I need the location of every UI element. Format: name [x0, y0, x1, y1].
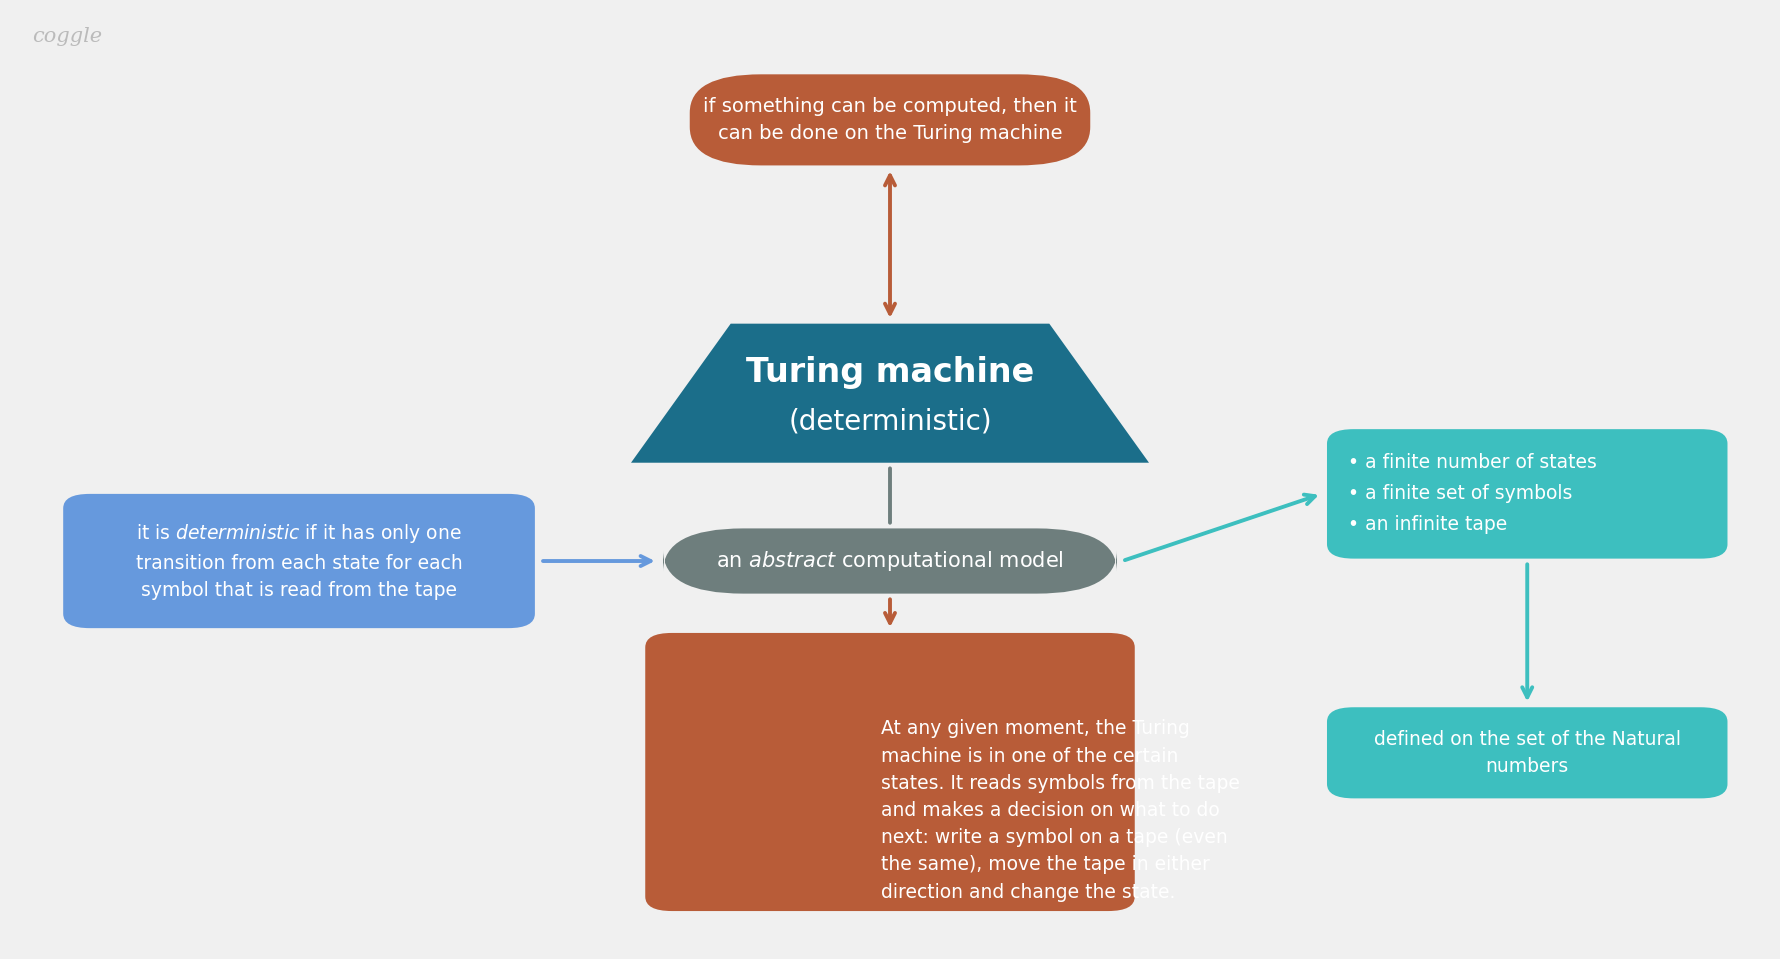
- Text: coggle: coggle: [32, 27, 103, 46]
- Text: if something can be computed, then it
can be done on the Turing machine: if something can be computed, then it ca…: [703, 97, 1077, 143]
- FancyBboxPatch shape: [1326, 708, 1727, 798]
- FancyBboxPatch shape: [64, 494, 536, 628]
- Text: At any given moment, the Turing
machine is in one of the certain
states. It read: At any given moment, the Turing machine …: [881, 719, 1241, 901]
- Text: (deterministic): (deterministic): [789, 408, 991, 436]
- FancyBboxPatch shape: [662, 528, 1118, 594]
- FancyBboxPatch shape: [646, 633, 1136, 911]
- Text: defined on the set of the Natural
numbers: defined on the set of the Natural number…: [1374, 730, 1680, 776]
- Text: Turing machine: Turing machine: [746, 356, 1034, 388]
- Text: an $\it{abstract}$ computational model: an $\it{abstract}$ computational model: [716, 549, 1064, 573]
- FancyBboxPatch shape: [1326, 430, 1727, 558]
- Polygon shape: [632, 324, 1150, 463]
- Text: it is $\it{deterministic}$ if it has only one
transition from each state for eac: it is $\it{deterministic}$ if it has onl…: [135, 523, 463, 599]
- Text: • a finite number of states
• a finite set of symbols
• an infinite tape: • a finite number of states • a finite s…: [1349, 454, 1597, 534]
- FancyBboxPatch shape: [691, 75, 1089, 165]
